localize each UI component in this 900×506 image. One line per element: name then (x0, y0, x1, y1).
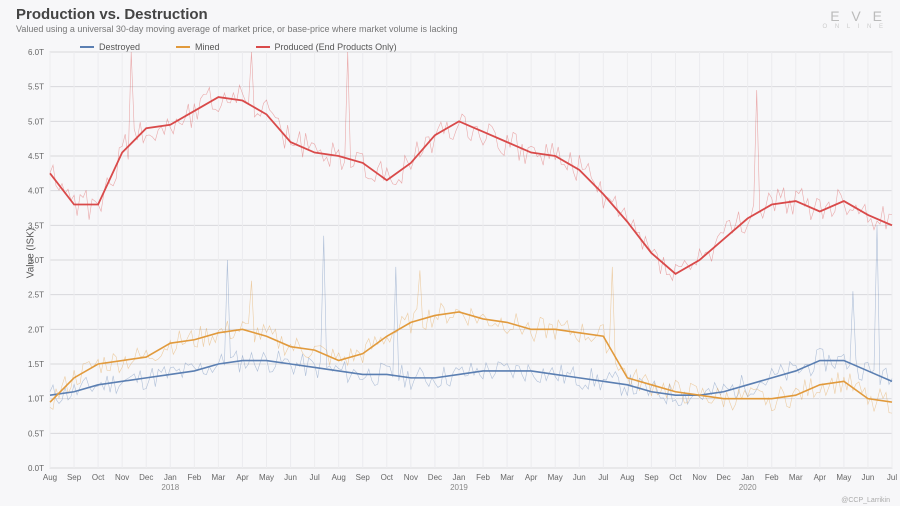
svg-text:Apr: Apr (236, 473, 249, 482)
svg-text:Jun: Jun (284, 473, 297, 482)
svg-text:2018: 2018 (161, 483, 179, 492)
svg-text:Oct: Oct (92, 473, 105, 482)
svg-text:Feb: Feb (187, 473, 201, 482)
svg-text:5.5T: 5.5T (28, 83, 44, 92)
svg-text:Mar: Mar (789, 473, 803, 482)
svg-text:Sep: Sep (356, 473, 371, 482)
svg-text:Dec: Dec (139, 473, 153, 482)
mined-raw-line (50, 267, 892, 413)
svg-text:Jun: Jun (573, 473, 586, 482)
svg-text:3.0T: 3.0T (28, 256, 44, 265)
svg-text:0.0T: 0.0T (28, 464, 44, 473)
svg-text:Oct: Oct (381, 473, 394, 482)
svg-text:Jan: Jan (453, 473, 466, 482)
svg-text:6.0T: 6.0T (28, 48, 44, 57)
credit: @CCP_Larrikin (841, 497, 890, 504)
svg-text:2.0T: 2.0T (28, 325, 44, 334)
svg-text:Apr: Apr (525, 473, 538, 482)
produced-smooth-line (50, 97, 892, 274)
mined-smooth-line (50, 312, 892, 402)
svg-text:Feb: Feb (476, 473, 490, 482)
svg-text:1.0T: 1.0T (28, 395, 44, 404)
svg-text:Jan: Jan (164, 473, 177, 482)
svg-text:Aug: Aug (43, 473, 57, 482)
svg-text:Jul: Jul (310, 473, 320, 482)
svg-text:Mar: Mar (212, 473, 226, 482)
svg-text:0.5T: 0.5T (28, 429, 44, 438)
svg-text:Sep: Sep (644, 473, 659, 482)
svg-text:4.0T: 4.0T (28, 187, 44, 196)
svg-text:3.5T: 3.5T (28, 221, 44, 230)
svg-text:Mar: Mar (500, 473, 514, 482)
chart-plot: 0.0T 0.5T 1.0T 1.5T 2.0T 2.5T 3.0T 3.5T 4.0T 4.5T… (0, 0, 900, 506)
svg-text:Apr: Apr (814, 473, 827, 482)
svg-text:Jan: Jan (741, 473, 754, 482)
destroyed-smooth-line (50, 361, 892, 396)
svg-text:Jul: Jul (598, 473, 608, 482)
svg-text:1.5T: 1.5T (28, 360, 44, 369)
svg-text:2.5T: 2.5T (28, 291, 44, 300)
svg-text:May: May (259, 473, 274, 482)
svg-text:Jul: Jul (887, 473, 897, 482)
svg-text:May: May (548, 473, 563, 482)
svg-text:Sep: Sep (67, 473, 82, 482)
svg-text:5.0T: 5.0T (28, 117, 44, 126)
svg-text:Nov: Nov (115, 473, 129, 482)
svg-text:Nov: Nov (404, 473, 418, 482)
svg-text:Jun: Jun (861, 473, 874, 482)
svg-text:2019: 2019 (450, 483, 468, 492)
svg-text:4.5T: 4.5T (28, 152, 44, 161)
svg-text:Dec: Dec (428, 473, 442, 482)
svg-text:Aug: Aug (620, 473, 634, 482)
svg-text:Oct: Oct (669, 473, 682, 482)
svg-text:Nov: Nov (692, 473, 706, 482)
svg-text:2020: 2020 (739, 483, 757, 492)
svg-text:May: May (836, 473, 851, 482)
svg-text:Feb: Feb (765, 473, 779, 482)
svg-text:Aug: Aug (332, 473, 346, 482)
svg-text:Dec: Dec (716, 473, 730, 482)
